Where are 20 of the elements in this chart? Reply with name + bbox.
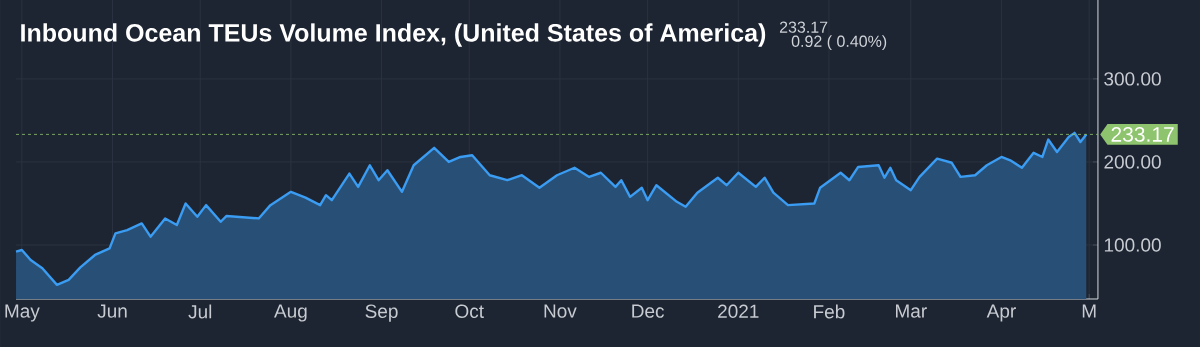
x-tick-label: Jul	[188, 304, 212, 319]
x-tick-label: Aug	[274, 304, 307, 322]
x-tick-label: Jun	[97, 304, 127, 318]
x-tick-label: Sep	[365, 304, 398, 322]
y-tick-label: 300.00	[1104, 72, 1161, 86]
x-tick-label: Feb	[814, 304, 845, 319]
annotation: 0.92 ( 0.40%)	[791, 35, 887, 51]
x-tick-label: Apr	[986, 304, 1016, 322]
x-tick-label: Mar	[895, 304, 927, 318]
annotation: 233.17	[779, 21, 828, 33]
x-tick-label: Dec	[632, 304, 665, 318]
y-tick-label: 100.00	[1104, 238, 1161, 252]
x-tick-label: 2021	[718, 304, 759, 318]
y-tick-label: 200.00	[1104, 155, 1161, 169]
x-tick-label: Nov	[544, 304, 577, 318]
ref-line-label: 233.17	[1111, 126, 1174, 142]
x-tick-label: Oct	[455, 304, 484, 318]
x-tick-label: M	[1082, 304, 1096, 318]
text: Inbound Ocean TEUs Volume Index, (United States of America)	[21, 23, 766, 47]
x-tick-label: May	[5, 304, 40, 322]
